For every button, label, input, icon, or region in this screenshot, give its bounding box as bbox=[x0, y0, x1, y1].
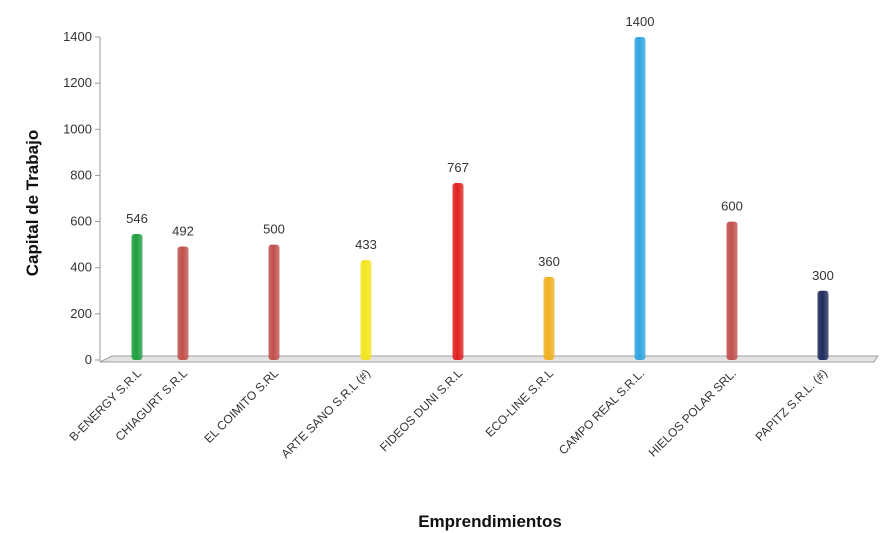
bar bbox=[131, 234, 143, 360]
y-tick-label: 1400 bbox=[63, 29, 92, 44]
y-tick-label: 600 bbox=[70, 214, 92, 229]
x-tick-label: CAMPO REAL S.R.L. bbox=[556, 366, 647, 457]
data-label: 492 bbox=[172, 223, 194, 238]
bar bbox=[452, 183, 464, 360]
data-label: 546 bbox=[126, 211, 148, 226]
data-label: 433 bbox=[355, 237, 377, 252]
x-axis-title: Emprendimientos bbox=[418, 512, 562, 531]
x-tick-label: EL COIMITO S.RL bbox=[201, 366, 281, 446]
x-tick-label: ECO-LINE S.R.L bbox=[483, 366, 557, 440]
x-tick-label: FIDEOS DUNI S.R.L bbox=[377, 366, 465, 454]
x-tick-label: HIELOS POLAR SRL. bbox=[646, 366, 739, 459]
y-axis: 0 200 400 600 800 1000 1200 1400 bbox=[63, 29, 101, 367]
chart-floor-surface bbox=[99, 355, 879, 363]
bar bbox=[177, 246, 189, 360]
data-label: 767 bbox=[447, 160, 469, 175]
bar bbox=[817, 290, 829, 360]
data-labels: 546 492 500 433 767 360 1400 600 300 bbox=[126, 14, 834, 283]
x-tick-label: PAPITZ S.R.L. (#) bbox=[752, 366, 830, 444]
data-label: 500 bbox=[263, 222, 285, 237]
y-tick-label: 0 bbox=[85, 352, 92, 367]
bar bbox=[726, 221, 738, 360]
data-label: 600 bbox=[721, 199, 743, 214]
y-axis-title: Capital de Trabajo bbox=[23, 130, 42, 276]
chart-floor bbox=[99, 355, 879, 363]
y-tick-label: 800 bbox=[70, 167, 92, 182]
bar bbox=[634, 37, 646, 360]
data-label: 1400 bbox=[626, 14, 655, 29]
y-tick-label: 1000 bbox=[63, 121, 92, 136]
y-tick-label: 1200 bbox=[63, 75, 92, 90]
y-tick-label: 400 bbox=[70, 260, 92, 275]
bar bbox=[360, 260, 372, 360]
bar bbox=[543, 276, 555, 360]
data-label: 360 bbox=[538, 254, 560, 269]
x-tick-label: ARTE SANO S.R.L (#) bbox=[278, 366, 373, 461]
data-label: 300 bbox=[812, 268, 834, 283]
y-tick-label: 200 bbox=[70, 306, 92, 321]
bar bbox=[268, 244, 280, 360]
bars bbox=[131, 37, 829, 360]
